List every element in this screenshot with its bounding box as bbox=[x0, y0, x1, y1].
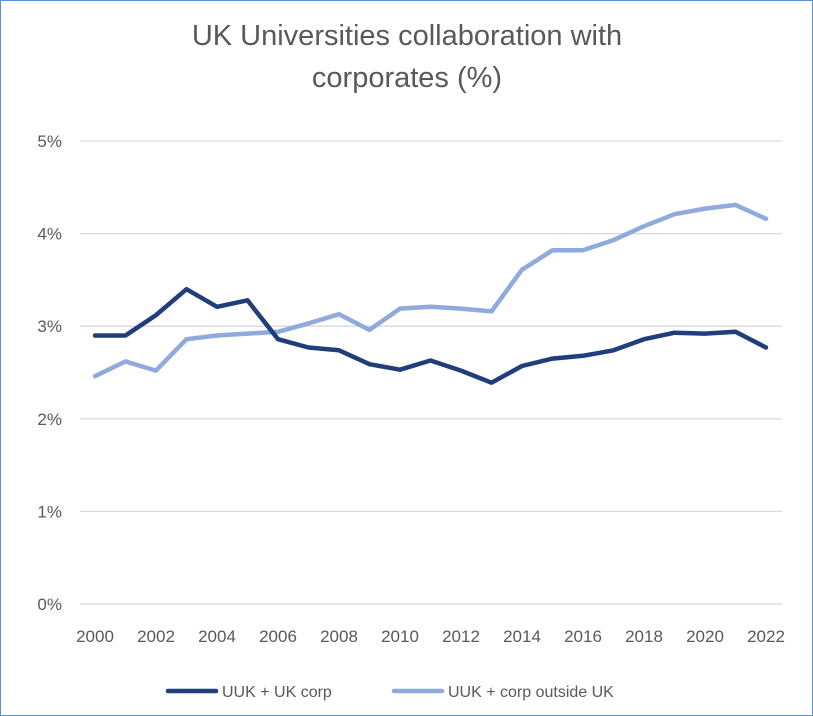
x-tick-label: 2012 bbox=[442, 627, 480, 646]
legend-label-2: UUK + corp outside UK bbox=[448, 684, 614, 701]
series-line-2 bbox=[92, 202, 769, 379]
x-tick-label: 2002 bbox=[137, 627, 175, 646]
x-tick-label: 2020 bbox=[686, 627, 724, 646]
grid-lines bbox=[80, 140, 782, 605]
x-tick-label: 2004 bbox=[198, 627, 236, 646]
chart-title-line-1: UK Universities collaboration with bbox=[192, 20, 622, 52]
x-tick-label: 2006 bbox=[259, 627, 297, 646]
x-tick-label: 2016 bbox=[564, 627, 602, 646]
legend-label-1: UUK + UK corp bbox=[222, 684, 332, 701]
series-line-1 bbox=[92, 286, 769, 385]
x-tick-label: 2010 bbox=[381, 627, 419, 646]
x-tick-label: 2018 bbox=[625, 627, 663, 646]
y-tick-label: 4% bbox=[37, 225, 62, 244]
y-tick-label: 5% bbox=[37, 132, 62, 151]
chart-title: UK Universities collaboration with corpo… bbox=[192, 20, 622, 94]
y-tick-label: 3% bbox=[37, 317, 62, 336]
series-lines bbox=[92, 202, 769, 385]
y-tick-label: 1% bbox=[37, 502, 62, 521]
y-axis-ticks: 0% 1% 2% 3% 4% 5% bbox=[37, 132, 62, 614]
x-tick-label: 2014 bbox=[503, 627, 541, 646]
x-tick-label: 2008 bbox=[320, 627, 358, 646]
y-tick-label: 2% bbox=[37, 410, 62, 429]
y-tick-label: 0% bbox=[37, 595, 62, 614]
legend: UUK + UK corp UUK + corp outside UK bbox=[165, 684, 614, 701]
chart-title-line-2: corporates (%) bbox=[312, 62, 502, 94]
x-tick-label: 2000 bbox=[76, 627, 114, 646]
x-tick-label: 2022 bbox=[747, 627, 785, 646]
x-axis-ticks: 2000 2002 2004 2006 2008 2010 2012 2014 2016 2018… bbox=[76, 627, 785, 646]
